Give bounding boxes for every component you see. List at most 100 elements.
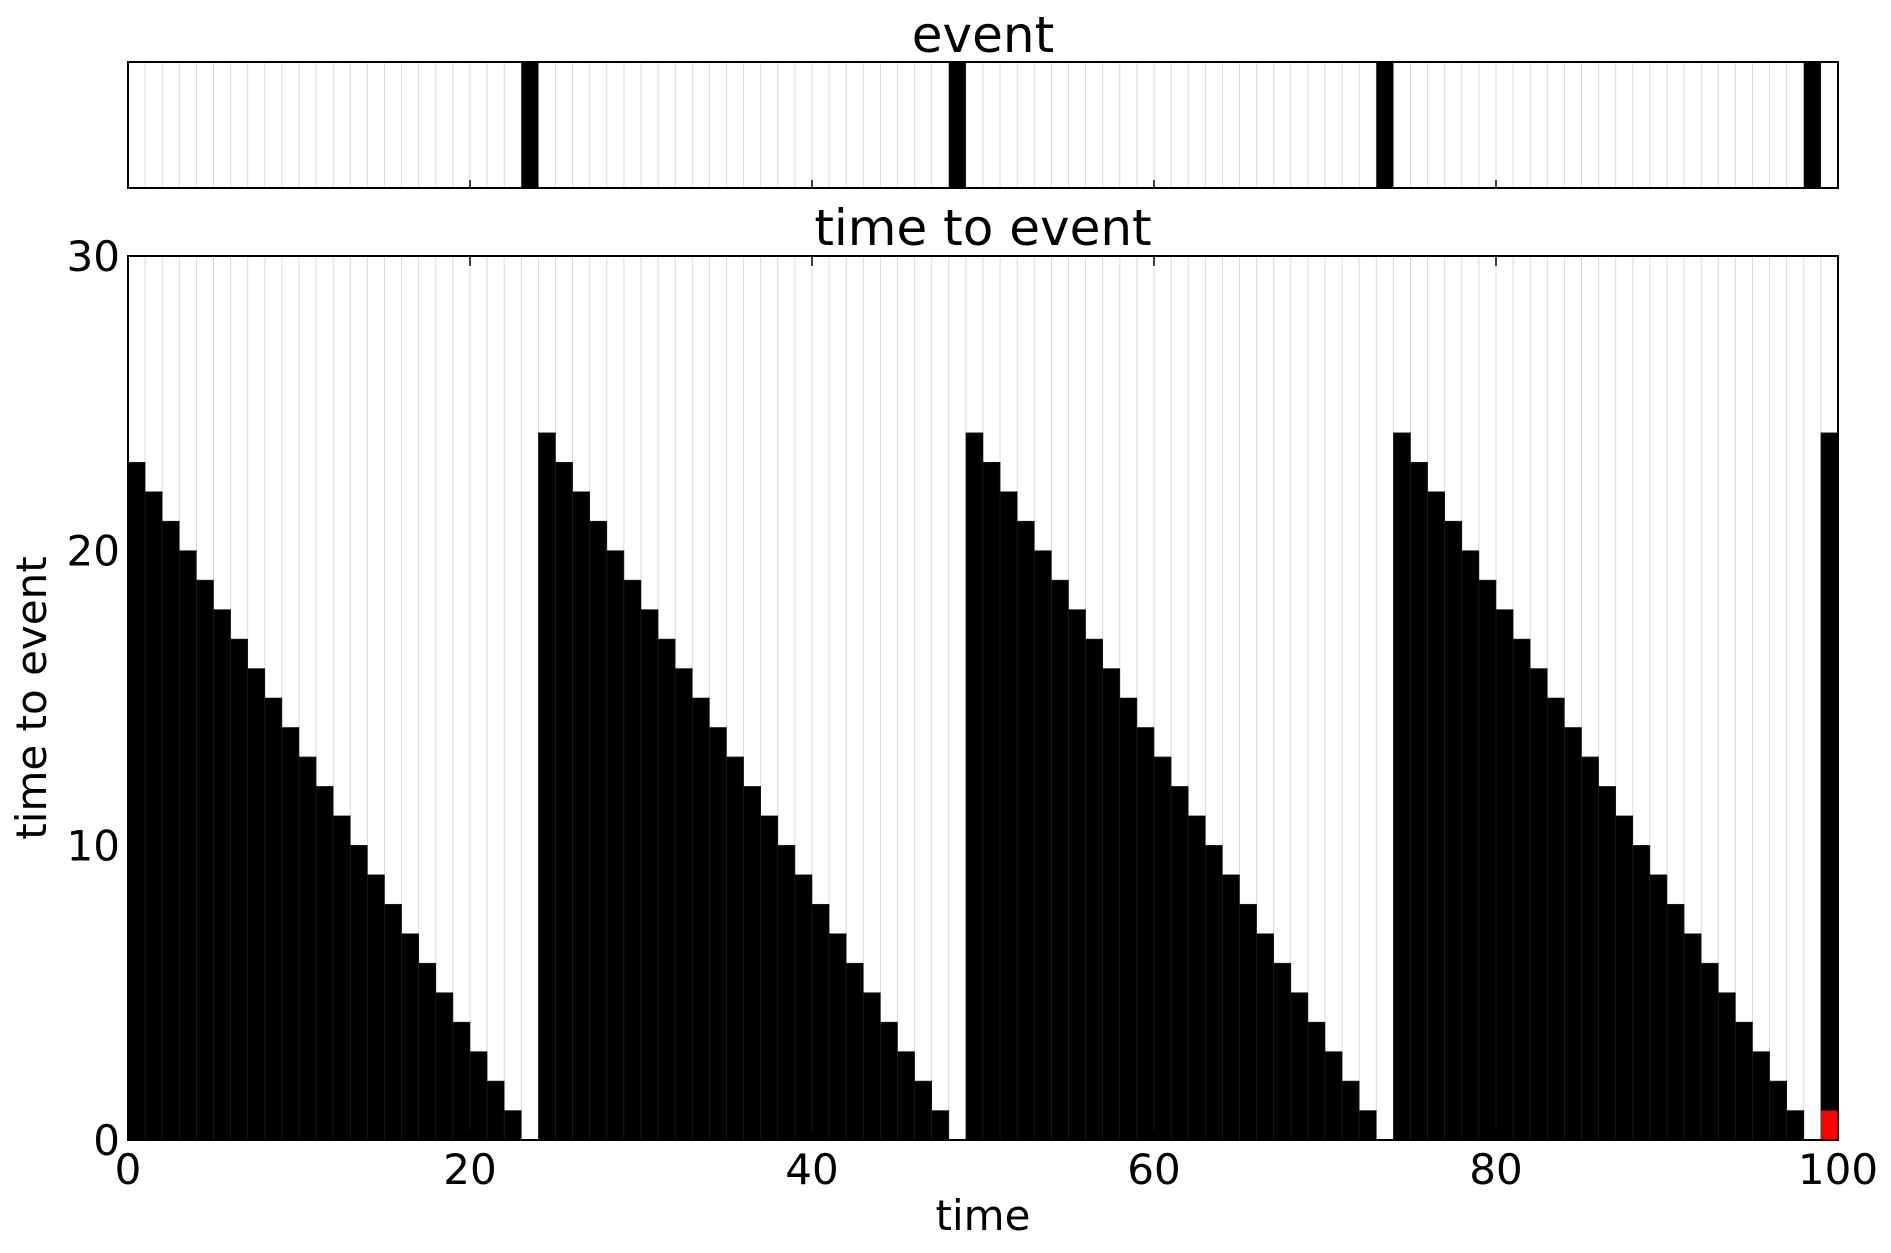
time-to-event-bar: [1700, 962, 1719, 1141]
time-to-event-bar: [794, 874, 813, 1141]
time-to-event-bar: [1444, 520, 1463, 1141]
time-to-event-bar: [1256, 933, 1274, 1141]
time-to-event-bar: [435, 992, 454, 1141]
time-to-event-bar: [674, 668, 693, 1141]
time-to-event-bar: [1102, 668, 1121, 1141]
time-to-event-bar: [1615, 815, 1634, 1141]
time-to-event-bar: [640, 609, 659, 1141]
y-tick-label: 0: [93, 1116, 120, 1165]
highlight-bar: [1820, 1110, 1838, 1140]
event-bar: [948, 62, 966, 188]
time-to-event-bar: [418, 962, 437, 1141]
time-to-event-bar: [1273, 962, 1292, 1141]
time-to-event-bar: [1666, 903, 1685, 1141]
time-to-event-bar: [862, 992, 881, 1141]
time-to-event-bar: [623, 579, 642, 1141]
time-to-event-bar: [743, 786, 761, 1141]
time-to-event-bar: [1786, 1110, 1805, 1141]
time-to-event-bar: [555, 461, 573, 1141]
time-to-event-bar: [264, 697, 283, 1141]
time-to-event-bar: [1632, 845, 1651, 1141]
time-to-event-bar: [897, 1051, 915, 1141]
y-axis-label: time to event: [7, 556, 56, 839]
time-to-event-bar: [691, 697, 710, 1141]
time-to-event-bar: [1085, 638, 1103, 1141]
time-to-event-bar: [1307, 1021, 1326, 1141]
time-to-event-chart-title: time to event: [814, 199, 1151, 257]
time-to-event-bar: [1205, 845, 1223, 1141]
time-to-event-bar: [384, 903, 402, 1141]
time-to-event-plot-frame: [127, 255, 1839, 1141]
time-to-event-bar: [982, 461, 1001, 1141]
time-to-event-bar: [1187, 815, 1206, 1141]
x-tick-label: 0: [115, 1145, 142, 1194]
y-tick-labels: 0 10 20 30: [67, 232, 120, 1165]
event-chart-title: event: [912, 6, 1054, 64]
time-to-event-bar: [1598, 786, 1616, 1141]
y-tick-label: 30: [67, 232, 120, 281]
highlight-layer: [1820, 1110, 1838, 1140]
time-to-event-bar: [1119, 697, 1138, 1141]
event-bars: [521, 62, 1821, 188]
time-to-event-bar: [452, 1021, 471, 1141]
time-to-event-bars: [127, 432, 1839, 1141]
time-to-event-bar: [1529, 668, 1548, 1141]
time-to-event-bar: [349, 845, 368, 1141]
time-to-event-bar: [1358, 1110, 1377, 1141]
time-to-event-bar: [1290, 992, 1309, 1141]
time-to-event-bar: [1136, 727, 1155, 1141]
time-to-event-bar: [1683, 933, 1702, 1141]
y-tick-label: 20: [67, 527, 120, 576]
time-to-event-bar: [486, 1080, 505, 1141]
time-to-event-bar: [726, 756, 744, 1141]
time-to-event-panel: time to event 0 20 40 60 80 100 0 10 20 30 time …: [7, 199, 1878, 1240]
time-to-event-bar: [1034, 550, 1052, 1141]
time-to-event-bar: [589, 520, 608, 1141]
time-to-event-bar: [469, 1051, 488, 1141]
x-tick-label: 100: [1798, 1145, 1878, 1194]
time-to-event-bar: [1718, 992, 1736, 1141]
time-to-event-bar: [845, 962, 864, 1141]
event-bar: [521, 62, 539, 188]
time-to-event-bar: [161, 520, 180, 1141]
time-to-event-bar: [1769, 1080, 1787, 1141]
x-tick-label: 60: [1127, 1145, 1180, 1194]
time-to-event-bar: [828, 933, 847, 1141]
time-to-event-bar: [1735, 1021, 1753, 1141]
x-tick-labels: 0 20 40 60 80 100: [115, 1145, 1878, 1194]
time-to-event-bar: [1341, 1080, 1360, 1141]
time-to-event-bar: [760, 815, 779, 1141]
time-to-event-bar: [606, 550, 625, 1141]
time-to-event-bar: [367, 874, 385, 1141]
time-to-event-bar: [127, 461, 146, 1141]
time-to-event-bar: [298, 756, 317, 1141]
event-panel: event: [127, 6, 1839, 189]
time-to-event-bar: [1512, 638, 1531, 1141]
time-to-event-bar: [179, 550, 197, 1141]
time-to-event-bar: [1239, 903, 1257, 1141]
event-bar: [1803, 62, 1821, 188]
time-to-event-bar: [1547, 697, 1565, 1141]
event-bar: [1376, 62, 1394, 188]
time-to-event-bar: [572, 491, 590, 1141]
event-grid: [127, 62, 1839, 188]
time-to-event-bar: [1016, 520, 1035, 1141]
time-to-event-bar: [247, 668, 266, 1141]
event-plot-frame: [127, 61, 1839, 189]
time-to-event-bar: [1324, 1051, 1343, 1141]
time-to-event-bar: [1427, 491, 1445, 1141]
time-to-event-bar: [538, 432, 556, 1141]
time-to-event-bar: [1478, 579, 1497, 1141]
time-to-event-bar: [1581, 756, 1599, 1141]
time-to-event-bar: [811, 903, 830, 1141]
x-tick-label: 20: [443, 1145, 496, 1194]
time-to-event-bar: [196, 579, 214, 1141]
time-to-event-bar: [1649, 874, 1668, 1141]
time-to-event-bar: [1222, 874, 1240, 1141]
time-to-event-bar: [401, 933, 420, 1141]
time-to-event-bar: [1068, 609, 1086, 1141]
time-to-event-bar: [503, 1110, 522, 1141]
time-to-event-bar: [657, 638, 676, 1141]
time-to-event-bar: [1410, 461, 1428, 1141]
time-to-event-bar: [880, 1021, 898, 1141]
